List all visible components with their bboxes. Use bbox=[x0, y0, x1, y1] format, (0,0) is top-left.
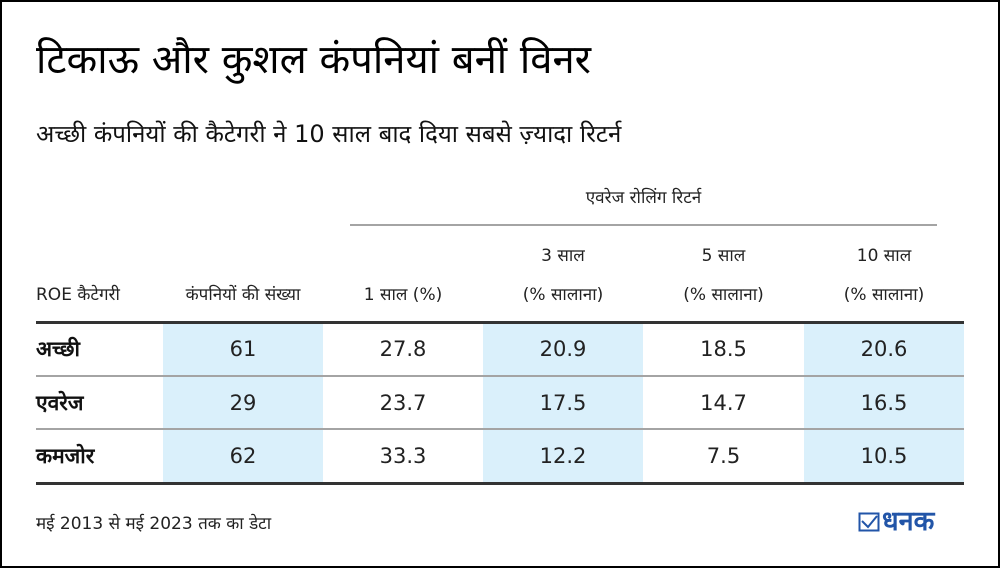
column-shade-3yr bbox=[483, 323, 643, 482]
column-header-1yr: 1 साल (%) bbox=[363, 285, 443, 305]
row-divider bbox=[36, 428, 964, 430]
cell-3yr: 17.5 bbox=[539, 391, 587, 415]
row-category: अच्छी bbox=[36, 337, 80, 361]
group-header-rolling-return: एवरेज रोलिंग रिटर्न bbox=[585, 188, 702, 208]
cell-companies: 61 bbox=[229, 337, 257, 361]
column-header-5yr-line2: (% सालाना) bbox=[683, 285, 764, 305]
column-header-10yr-line2: (% सालाना) bbox=[843, 285, 925, 305]
column-header-10yr-line1: 10 साल bbox=[856, 246, 912, 266]
column-shade-10yr bbox=[804, 323, 964, 482]
table-row-weak: कमजोर 62 33.3 12.2 7.5 10.5 bbox=[0, 430, 1000, 483]
page-title: टिकाऊ और कुशल कंपनियां बनीं विनर bbox=[36, 37, 592, 83]
column-header-3yr-line1: 3 साल bbox=[541, 246, 585, 266]
cell-5yr: 14.7 bbox=[700, 391, 747, 415]
cell-5yr: 7.5 bbox=[706, 444, 741, 468]
row-divider bbox=[36, 375, 964, 377]
cell-companies: 62 bbox=[229, 444, 257, 468]
column-header-5yr-line1: 5 साल bbox=[701, 246, 746, 266]
cell-3yr: 20.9 bbox=[539, 337, 587, 361]
group-header-divider bbox=[350, 224, 937, 226]
header-bottom-rule bbox=[36, 321, 964, 324]
cell-1yr: 27.8 bbox=[379, 337, 427, 361]
cell-1yr: 23.7 bbox=[379, 391, 427, 415]
cell-3yr: 12.2 bbox=[539, 444, 587, 468]
column-shade-companies bbox=[163, 323, 323, 482]
cell-10yr: 20.6 bbox=[860, 337, 908, 361]
table-row-good: अच्छी 61 27.8 20.9 18.5 20.6 bbox=[0, 323, 1000, 376]
row-category: एवरेज bbox=[36, 391, 84, 415]
column-header-company-count: कंपनियों की संख्या bbox=[185, 285, 301, 305]
brand-name: धनक bbox=[882, 506, 935, 537]
cell-companies: 29 bbox=[229, 391, 257, 415]
column-header-roe-category: ROE कैटेगरी bbox=[36, 285, 120, 305]
table-bottom-rule bbox=[36, 482, 964, 485]
cell-5yr: 18.5 bbox=[700, 337, 747, 361]
data-period-note: मई 2013 से मई 2023 तक का डेटा bbox=[36, 514, 272, 534]
brand-logo: धनक bbox=[858, 504, 934, 540]
cell-10yr: 10.5 bbox=[860, 444, 908, 468]
table-row-average: एवरेज 29 23.7 17.5 14.7 16.5 bbox=[0, 377, 1000, 430]
row-category: कमजोर bbox=[36, 444, 95, 468]
page-subtitle: अच्छी कंपनियों की कैटेगरी ने 10 साल बाद … bbox=[36, 120, 622, 148]
cell-1yr: 33.3 bbox=[379, 444, 427, 468]
column-header-3yr-line2: (% सालाना) bbox=[522, 285, 604, 305]
checkbox-check-icon bbox=[858, 512, 880, 532]
cell-10yr: 16.5 bbox=[860, 391, 908, 415]
